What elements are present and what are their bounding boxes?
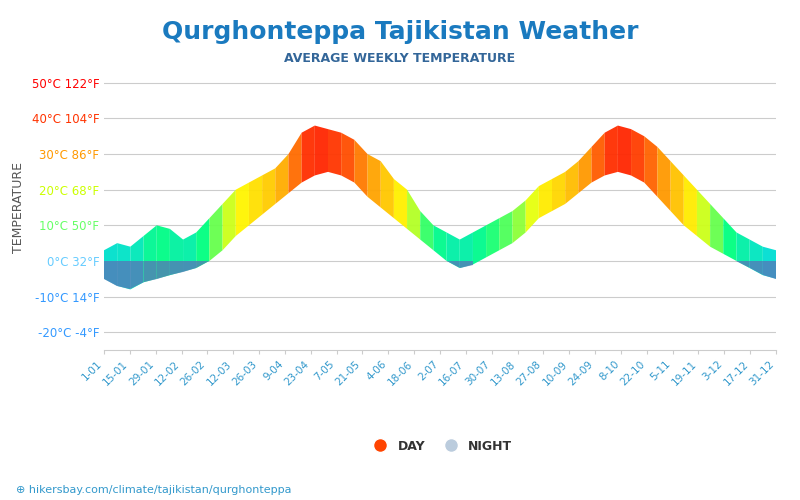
Polygon shape xyxy=(618,126,631,176)
Polygon shape xyxy=(262,168,275,214)
Polygon shape xyxy=(499,211,513,250)
Polygon shape xyxy=(381,161,394,218)
Polygon shape xyxy=(341,132,354,182)
Polygon shape xyxy=(420,211,434,250)
Polygon shape xyxy=(222,190,236,250)
Polygon shape xyxy=(170,261,183,275)
Polygon shape xyxy=(737,232,750,268)
Polygon shape xyxy=(434,226,446,261)
Polygon shape xyxy=(446,232,460,268)
Polygon shape xyxy=(486,218,499,258)
Polygon shape xyxy=(407,190,420,240)
Text: Qurghonteppa Tajikistan Weather: Qurghonteppa Tajikistan Weather xyxy=(162,20,638,44)
Polygon shape xyxy=(565,161,578,204)
Polygon shape xyxy=(473,226,486,264)
Polygon shape xyxy=(143,226,157,282)
Polygon shape xyxy=(157,226,170,279)
Polygon shape xyxy=(513,200,526,243)
Polygon shape xyxy=(196,218,210,268)
Polygon shape xyxy=(289,132,302,193)
Polygon shape xyxy=(275,154,289,204)
Polygon shape xyxy=(737,261,750,268)
Polygon shape xyxy=(539,179,552,218)
Polygon shape xyxy=(117,261,130,290)
Polygon shape xyxy=(249,176,262,226)
Polygon shape xyxy=(460,261,473,268)
Polygon shape xyxy=(578,147,591,193)
Polygon shape xyxy=(130,236,143,290)
Y-axis label: TEMPERATURE: TEMPERATURE xyxy=(11,162,25,253)
Polygon shape xyxy=(183,232,196,272)
Polygon shape xyxy=(750,240,763,275)
Polygon shape xyxy=(605,126,618,176)
Polygon shape xyxy=(723,218,737,261)
Text: AVERAGE WEEKLY TEMPERATURE: AVERAGE WEEKLY TEMPERATURE xyxy=(285,52,515,66)
Polygon shape xyxy=(328,129,341,176)
Polygon shape xyxy=(117,243,130,290)
Polygon shape xyxy=(210,204,222,261)
Polygon shape xyxy=(157,261,170,279)
Polygon shape xyxy=(104,243,117,286)
Polygon shape xyxy=(367,154,381,208)
Polygon shape xyxy=(763,246,776,279)
Polygon shape xyxy=(710,204,723,254)
Polygon shape xyxy=(631,129,644,182)
Polygon shape xyxy=(394,179,407,229)
Polygon shape xyxy=(196,261,210,268)
Polygon shape xyxy=(658,147,670,211)
Polygon shape xyxy=(670,161,684,226)
Polygon shape xyxy=(697,190,710,246)
Polygon shape xyxy=(591,132,605,182)
Polygon shape xyxy=(315,126,328,176)
Polygon shape xyxy=(684,176,697,236)
Polygon shape xyxy=(104,261,117,286)
Polygon shape xyxy=(302,126,315,182)
Polygon shape xyxy=(460,232,473,268)
Polygon shape xyxy=(526,186,539,232)
Polygon shape xyxy=(143,261,157,282)
Polygon shape xyxy=(644,136,658,197)
Legend: DAY, NIGHT: DAY, NIGHT xyxy=(363,435,517,458)
Polygon shape xyxy=(236,182,249,236)
Polygon shape xyxy=(750,261,763,275)
Polygon shape xyxy=(763,261,776,279)
Polygon shape xyxy=(354,140,367,197)
Polygon shape xyxy=(183,261,196,272)
Polygon shape xyxy=(130,261,143,290)
Polygon shape xyxy=(170,229,183,275)
Text: ⊕ hikersbay.com/climate/tajikistan/qurghonteppa: ⊕ hikersbay.com/climate/tajikistan/qurgh… xyxy=(16,485,291,495)
Polygon shape xyxy=(446,261,460,268)
Polygon shape xyxy=(552,172,565,211)
